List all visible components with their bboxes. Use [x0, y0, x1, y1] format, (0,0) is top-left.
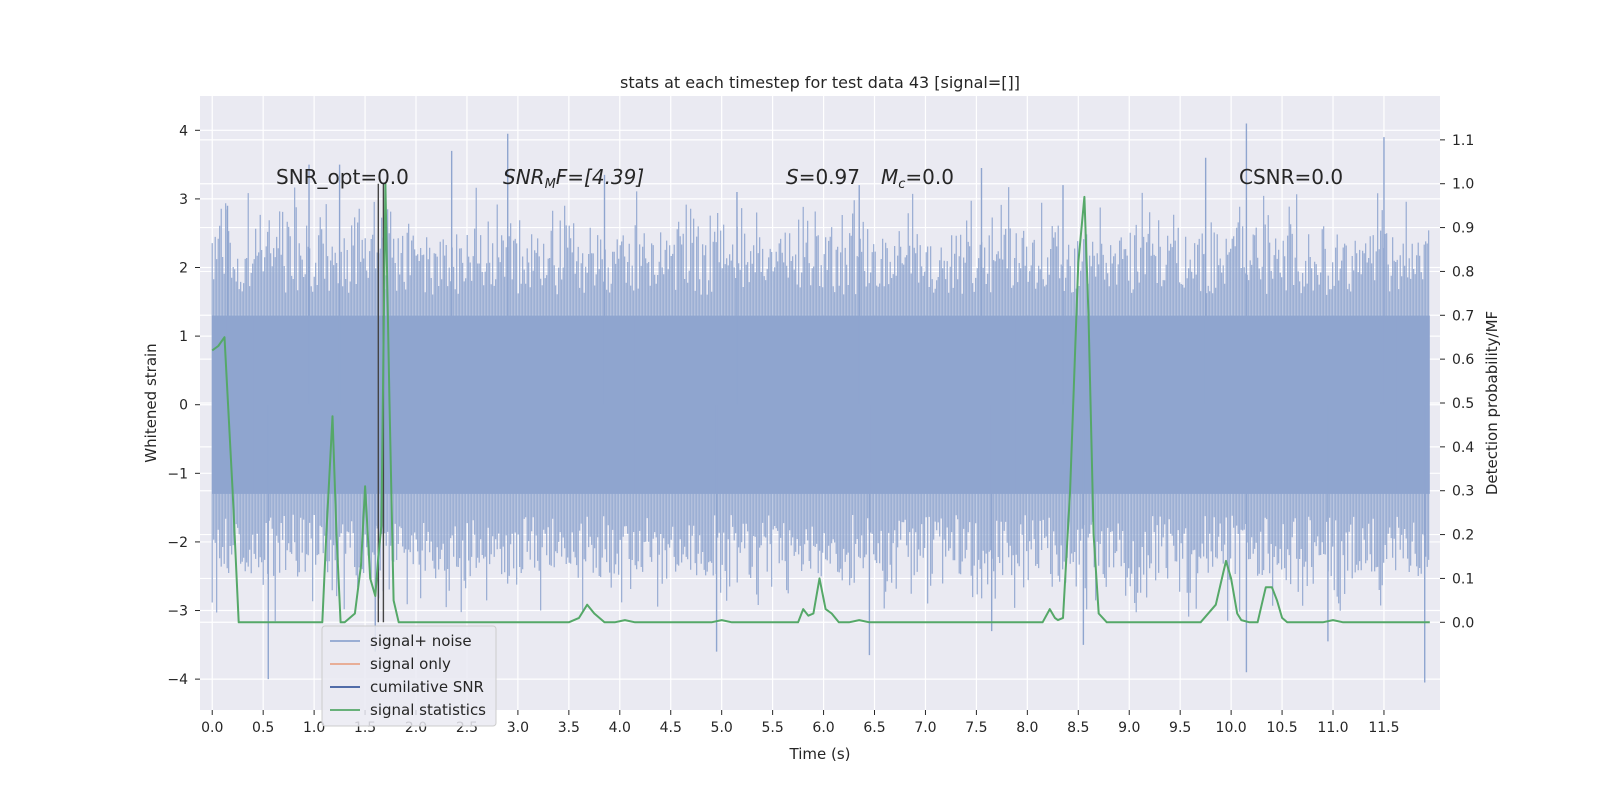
annotation-mc: Mc=0.0 [881, 165, 954, 192]
x-tick-label: 10.0 [1216, 720, 1247, 736]
annotation-csnr: CSNR=0.0 [1239, 165, 1343, 189]
x-tick-label: 8.5 [1067, 720, 1089, 736]
x-tick-label: 0.5 [252, 720, 274, 736]
right-y-tick-label: 0.0 [1452, 615, 1474, 631]
legend-label-signal-only: signal only [370, 655, 451, 673]
signal-statistics-line [211, 182, 1430, 624]
x-tick-label: 5.5 [761, 720, 783, 736]
annotation-snr-mf: SNRMF=[4.39] [503, 165, 644, 192]
legend-label-signal-statistics: signal statistics [370, 701, 486, 719]
annotation-snr-mf-main: SNR [503, 165, 545, 189]
right-y-tick-label: 0.7 [1452, 308, 1474, 324]
x-tick-label: 10.5 [1266, 720, 1297, 736]
legend-label-signal-noise: signal+ noise [370, 632, 472, 650]
signal-noise-trace [211, 187, 1430, 622]
left-y-tick-label: −2 [167, 535, 188, 551]
x-tick-label: 11.0 [1317, 720, 1348, 736]
signal-statistics-series [211, 182, 1430, 624]
right-y-tick-label: 0.3 [1452, 484, 1474, 500]
right-y-tick-label: 0.1 [1452, 571, 1474, 587]
right-y-tick-label: 0.8 [1452, 264, 1474, 280]
left-y-tick-label: 3 [179, 192, 188, 208]
left-y-tick-label: −3 [167, 604, 188, 620]
right-y-tick-label: 0.9 [1452, 221, 1474, 237]
legend: signal+ noise signal only cumilative SNR… [321, 625, 497, 727]
x-tick-label: 4.0 [609, 720, 631, 736]
legend-label-cumilative-snr: cumilative SNR [370, 678, 484, 696]
right-y-tick-label: 1.1 [1452, 133, 1474, 149]
x-tick-label: 8.0 [1016, 720, 1038, 736]
right-y-tick-label: 0.6 [1452, 352, 1474, 368]
right-y-tick-label: 0.4 [1452, 440, 1474, 456]
x-tick-label: 5.0 [711, 720, 733, 736]
left-y-tick-label: 4 [179, 123, 188, 139]
annotation-s: S=0.97 [786, 165, 860, 189]
left-y-tick-label: 0 [179, 398, 188, 414]
left-y-tick-label: 2 [179, 261, 188, 277]
x-tick-label: 11.5 [1368, 720, 1399, 736]
right-y-tick-label: 0.5 [1452, 396, 1474, 412]
x-tick-label: 7.5 [965, 720, 987, 736]
right-y-axis-label: Detection probability/MF [1483, 311, 1501, 495]
annotation-s-var: S [786, 165, 799, 189]
right-y-tick-label: 1.0 [1452, 177, 1474, 193]
annotation-snr-opt: SNR_opt=0.0 [276, 165, 409, 189]
annotations: SNR_opt=0.0 SNRMF=[4.39] S=0.97 Mc=0.0 C… [276, 165, 1343, 192]
x-tick-label: 9.0 [1118, 720, 1140, 736]
x-tick-label: 0.0 [201, 720, 223, 736]
annotation-s-val: =0.97 [799, 165, 860, 189]
legend-box [321, 625, 497, 727]
x-axis-ticks: 0.0 0.5 1.0 1.5 2.0 2.5 3.0 3.5 4.0 4.5 5.0 5.5 6.0 6… [201, 710, 1400, 736]
left-y-axis-ticks: −4 −3 −2 −1 0 1 2 3 4 [167, 123, 200, 688]
x-axis-label: Time (s) [789, 745, 851, 763]
left-y-tick-label: 1 [179, 329, 188, 345]
x-tick-label: 7.0 [914, 720, 936, 736]
x-tick-label: 3.0 [507, 720, 529, 736]
x-tick-label: 1.0 [303, 720, 325, 736]
x-tick-label: 6.0 [812, 720, 834, 736]
annotation-mc-val: =0.0 [905, 165, 954, 189]
x-tick-label: 9.5 [1169, 720, 1191, 736]
annotation-snr-mf-rest: F=[4.39] [556, 165, 644, 189]
chart-title: stats at each timestep for test data 43 … [620, 73, 1020, 92]
right-y-tick-label: 0.2 [1452, 528, 1474, 544]
annotation-snr-mf-sub: M [545, 177, 556, 192]
x-tick-label: 4.5 [660, 720, 682, 736]
annotation-mc-sub: c [898, 177, 905, 192]
left-y-axis-label: Whitened strain [142, 343, 160, 462]
x-tick-label: 6.5 [863, 720, 885, 736]
x-tick-label: 3.5 [558, 720, 580, 736]
signal-noise-series [211, 123, 1430, 683]
left-y-tick-label: −1 [167, 466, 188, 482]
right-y-axis-ticks: 0.0 0.1 0.2 0.3 0.4 0.5 0.6 0.7 0.8 0.9 1.0 1.1 [1440, 133, 1474, 631]
left-y-tick-label: −4 [167, 672, 188, 688]
annotation-mc-var: M [881, 165, 898, 189]
